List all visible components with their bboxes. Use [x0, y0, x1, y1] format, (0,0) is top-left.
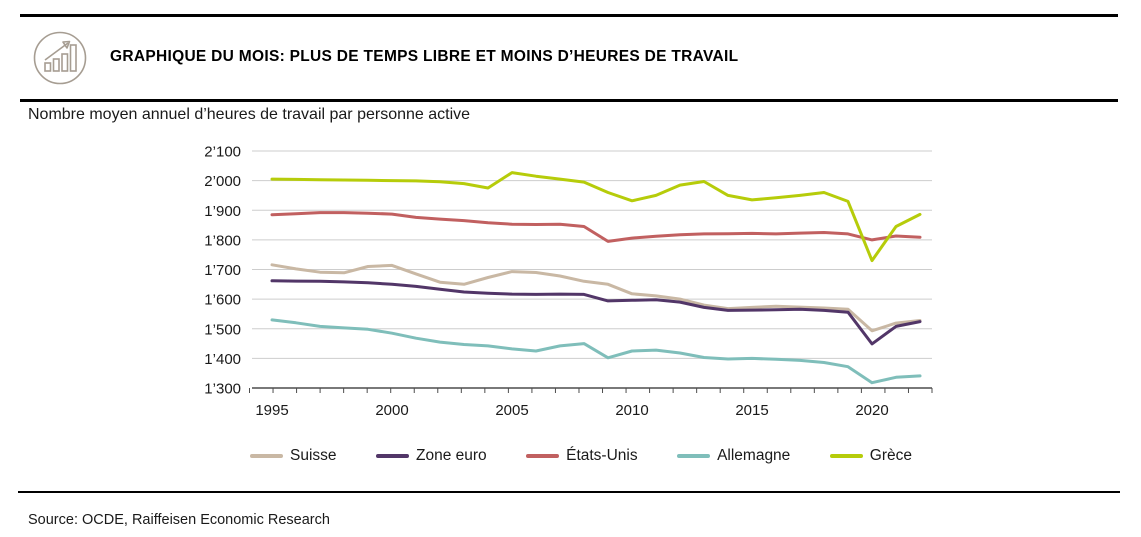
- top-divider: [20, 14, 1118, 17]
- x-tick-label: 1995: [255, 402, 288, 419]
- legend-label: Allemagne: [717, 447, 791, 464]
- y-tick-label: 1’300: [204, 381, 241, 398]
- legend-label: Grèce: [869, 447, 912, 464]
- series-line-suisse: [270, 263, 922, 333]
- source-note: Source: OCDE, Raiffeisen Economic Resear…: [28, 512, 330, 528]
- x-tick-label: 2015: [735, 402, 768, 419]
- legend-swatch: [526, 454, 560, 458]
- legend-item-zone-euro: Zone euro: [375, 447, 487, 465]
- y-tick-label: 2’000: [204, 173, 241, 190]
- chart-legend: Suisse Zone euro États-Unis Allemagne Grèce: [250, 443, 912, 469]
- series-line-zone-euro: [270, 279, 922, 346]
- y-tick-label: 1’400: [204, 351, 241, 368]
- x-tick-label: 2020: [855, 402, 888, 419]
- x-tick-label: 2005: [495, 402, 528, 419]
- y-tick-label: 1’500: [204, 321, 241, 338]
- bar-chart-growth-icon: [33, 31, 87, 85]
- y-tick-label: 1’900: [204, 203, 241, 220]
- legend-item-allemagne: Allemagne: [677, 447, 790, 465]
- working-hours-line-chart: 2’100 2’000 1’900 1’800 1’700 1’600 1’500 1’400…: [204, 144, 933, 419]
- x-tick-label: 2010: [615, 402, 648, 419]
- y-tick-label: 1’600: [204, 292, 241, 309]
- series-line--tats-unis: [270, 211, 922, 243]
- chart-subtitle: Nombre moyen annuel d’heures de travail …: [28, 106, 471, 123]
- y-tick-label: 1’700: [204, 262, 241, 279]
- header-divider: [20, 99, 1118, 102]
- legend-swatch: [677, 454, 711, 458]
- page-title: GRAPHIQUE DU MOIS: PLUS DE TEMPS LIBRE E…: [110, 48, 739, 65]
- legend-label: États-Unis: [566, 447, 638, 464]
- x-tick-label: 2000: [375, 402, 408, 419]
- series-line-gr-ce: [270, 171, 922, 263]
- y-tick-label: 1’800: [204, 232, 241, 249]
- legend-item-suisse: Suisse: [250, 447, 337, 465]
- legend-item-gr-ce: Grèce: [829, 447, 912, 465]
- chart-area: 2’100 2’000 1’900 1’800 1’700 1’600 1’500 1’400…: [0, 140, 1141, 440]
- legend-item--tats-unis: États-Unis: [526, 447, 638, 465]
- legend-swatch: [375, 454, 409, 458]
- y-tick-label: 2’100: [204, 144, 241, 161]
- legend-swatch: [829, 454, 863, 458]
- legend-label: Suisse: [290, 447, 337, 464]
- legend-label: Zone euro: [415, 447, 487, 464]
- series-line-allemagne: [270, 318, 922, 385]
- footer-divider: [18, 491, 1120, 493]
- legend-swatch: [250, 454, 283, 458]
